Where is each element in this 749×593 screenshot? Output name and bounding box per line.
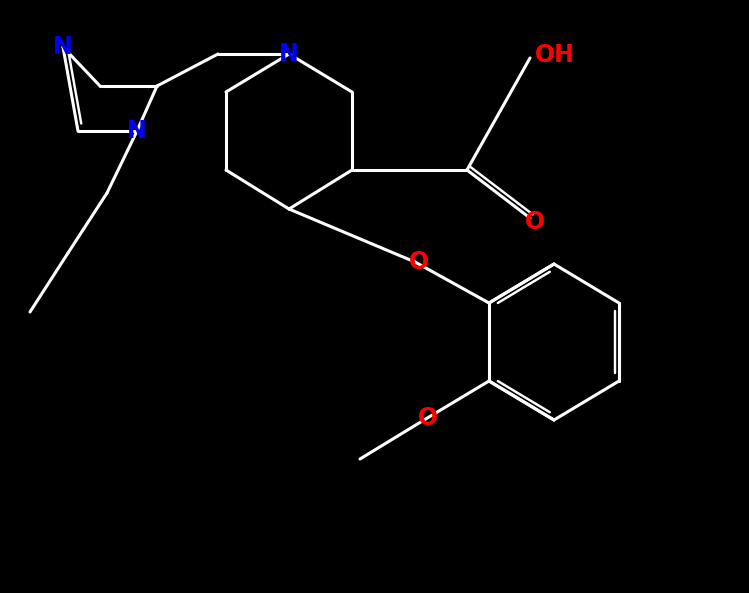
Text: O: O [418,406,438,430]
Text: OH: OH [535,43,575,67]
Text: N: N [127,119,147,143]
Text: N: N [53,35,73,59]
Text: O: O [409,250,429,274]
Text: N: N [279,42,299,66]
Text: O: O [525,210,545,234]
